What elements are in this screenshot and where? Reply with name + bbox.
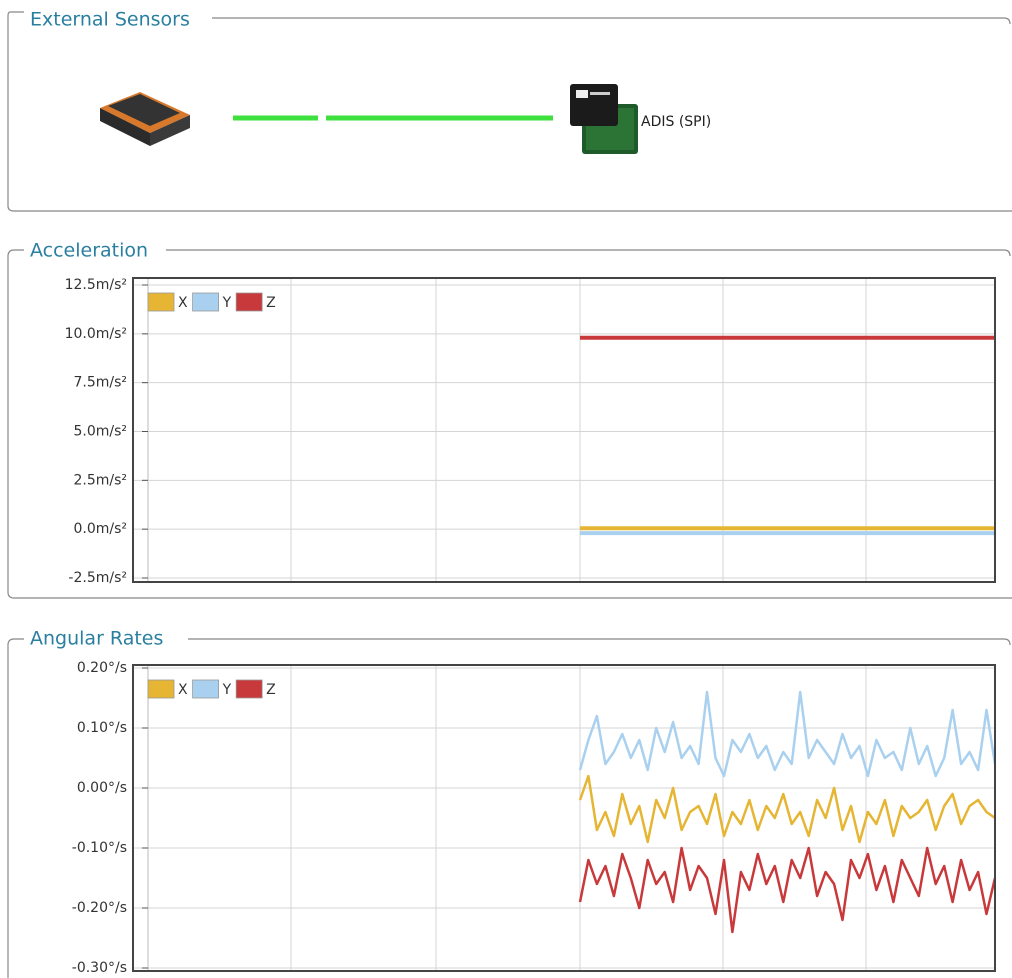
y-tick-label: 2.5m/s² (73, 472, 127, 488)
legend-label: Y (222, 295, 232, 311)
group-title: External Sensors (30, 9, 190, 31)
y-tick-label: 12.5m/s² (65, 277, 127, 293)
legend-swatch (148, 680, 174, 698)
legend-label: X (178, 682, 188, 698)
group-border (212, 18, 1010, 24)
group-title: Acceleration (30, 240, 148, 262)
legend-swatch (236, 680, 262, 698)
y-tick-label: -2.5m/s² (68, 570, 127, 586)
legend-label: Z (266, 682, 276, 698)
group-border (8, 639, 24, 978)
sensor-icon (570, 84, 638, 154)
legend-swatch (148, 293, 174, 311)
y-tick-label: -0.20°/s (72, 900, 127, 916)
legend-label: Y (222, 682, 232, 698)
y-tick-label: 0.20°/s (77, 660, 127, 676)
y-tick-label: -0.10°/s (72, 840, 127, 856)
group-title: Angular Rates (30, 628, 163, 650)
y-tick-label: 5.0m/s² (73, 424, 127, 440)
legend-swatch (236, 293, 262, 311)
legend-swatch (193, 680, 219, 698)
legend-label: Z (266, 295, 276, 311)
legend-label: X (178, 295, 188, 311)
group-border (166, 250, 1010, 256)
y-tick-label: 10.0m/s² (65, 326, 127, 342)
group-border (188, 639, 1010, 645)
y-tick-label: 0.00°/s (77, 780, 127, 796)
y-tick-label: 0.10°/s (77, 720, 127, 736)
sensor-screen: External Sensors ADIS (SPI) Acceleration… (0, 0, 1012, 978)
y-tick-label: 7.5m/s² (73, 375, 127, 391)
y-tick-label: -0.30°/s (72, 960, 127, 976)
device-icon (100, 92, 190, 146)
sensor-label: ADIS (SPI) (641, 114, 711, 130)
legend-swatch (193, 293, 219, 311)
y-tick-label: 0.0m/s² (73, 521, 127, 537)
